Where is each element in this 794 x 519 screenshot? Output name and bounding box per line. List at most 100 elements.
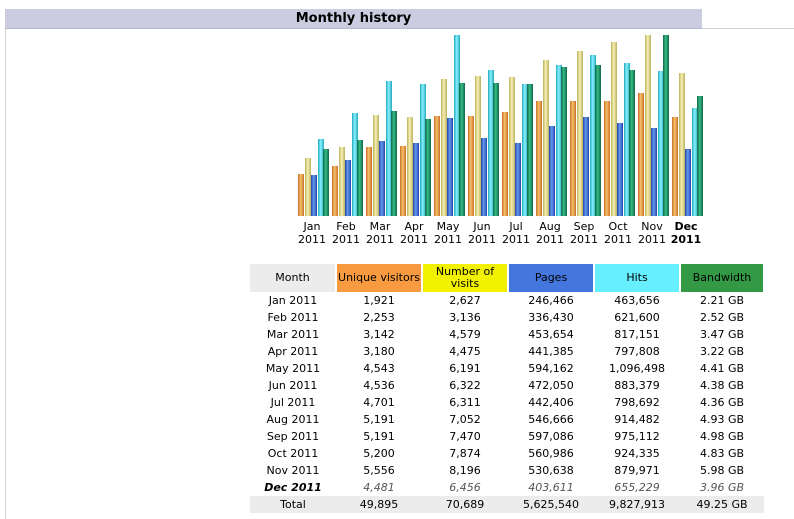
bar-number-of-visits-apr xyxy=(407,117,413,216)
cell-unique-visitors: 1,921 xyxy=(363,294,395,307)
cell-unique-visitors: 4,543 xyxy=(363,362,395,375)
cell-unique-visitors: 5,191 xyxy=(363,430,395,443)
cell-bandwidth: 4.98 GB xyxy=(699,430,745,443)
cell-pages: 472,050 xyxy=(528,379,574,392)
bar-hits-sep xyxy=(590,55,596,216)
bar-number-of-visits-oct xyxy=(611,42,617,216)
header-month: Month xyxy=(250,264,337,292)
cell-hits: 817,151 xyxy=(614,328,660,341)
month-name: Sep xyxy=(573,220,595,233)
bar-number-of-visits-feb xyxy=(339,147,345,216)
cell-visits: 6,311 xyxy=(449,396,481,409)
header-hits: Hits xyxy=(594,264,681,292)
bar-hits-nov xyxy=(658,71,664,216)
month-year: 2011 xyxy=(332,233,360,246)
bar-hits-dec xyxy=(692,108,698,216)
bar-bandwidth-nov xyxy=(663,35,669,216)
bar-unique-visitors-oct xyxy=(604,101,610,216)
cell-pages: 442,406 xyxy=(528,396,574,409)
cell-pages: 594,162 xyxy=(528,362,574,375)
bar-hits-oct xyxy=(624,63,630,216)
total-visits: 70,689 xyxy=(422,496,508,513)
cell-visits: 7,874 xyxy=(449,447,481,460)
bar-pages-nov xyxy=(651,128,657,216)
month-label-jun: Jun 2011 xyxy=(465,220,499,246)
table-row: Aug 2011 5,191 7,052 546,666 914,482 4.93 GB xyxy=(250,411,764,428)
bar-bandwidth-aug xyxy=(561,67,567,216)
bar-pages-sep xyxy=(583,117,589,216)
cell-month: Apr 2011 xyxy=(267,345,319,358)
bar-pages-jan xyxy=(311,175,317,216)
bar-pages-oct xyxy=(617,123,623,216)
month-label-nov: Nov 2011 xyxy=(635,220,669,246)
cell-month: Feb 2011 xyxy=(267,311,319,324)
bar-unique-visitors-dec xyxy=(672,117,678,216)
month-name: Jul xyxy=(509,220,523,233)
cell-pages: 560,986 xyxy=(528,447,574,460)
cell-hits: 797,808 xyxy=(614,345,660,358)
bar-unique-visitors-jan xyxy=(298,174,304,216)
cell-hits: 655,229 xyxy=(614,481,660,494)
cell-bandwidth: 2.52 GB xyxy=(699,311,745,324)
table-row: Feb 2011 2,253 3,136 336,430 621,600 2.52 GB xyxy=(250,309,764,326)
cell-hits: 798,692 xyxy=(614,396,660,409)
cell-bandwidth: 4.38 GB xyxy=(699,379,745,392)
month-name: Apr xyxy=(404,220,424,233)
cell-hits: 463,656 xyxy=(614,294,660,307)
cell-visits: 6,191 xyxy=(449,362,481,375)
cell-month: Mar 2011 xyxy=(266,328,320,341)
header-unique-visitors: Unique visitors xyxy=(336,264,423,292)
bar-number-of-visits-may xyxy=(441,79,447,216)
month-label-dec: Dec 2011 xyxy=(669,220,703,246)
cell-unique-visitors: 4,536 xyxy=(363,379,395,392)
cell-hits: 975,112 xyxy=(614,430,660,443)
cell-pages: 530,638 xyxy=(528,464,574,477)
bar-number-of-visits-jun xyxy=(475,76,481,216)
bar-hits-jun xyxy=(488,70,494,216)
cell-month: Jul 2011 xyxy=(270,396,316,409)
month-year: 2011 xyxy=(638,233,666,246)
bar-pages-jun xyxy=(481,138,487,216)
cell-month: Jan 2011 xyxy=(268,294,318,307)
bar-pages-dec xyxy=(685,149,691,216)
cell-hits: 914,482 xyxy=(614,413,660,426)
bar-number-of-visits-mar xyxy=(373,115,379,216)
cell-visits: 3,136 xyxy=(449,311,481,324)
table-row: Jun 2011 4,536 6,322 472,050 883,379 4.38 GB xyxy=(250,377,764,394)
cell-pages: 246,466 xyxy=(528,294,574,307)
bar-pages-mar xyxy=(379,141,385,216)
section-title: Monthly history xyxy=(5,9,702,29)
cell-hits: 1,096,498 xyxy=(609,362,665,375)
cell-visits: 2,627 xyxy=(449,294,481,307)
total-row: Total 49,895 70,689 5,625,540 9,827,913 49.25… xyxy=(250,496,764,513)
total-pages: 5,625,540 xyxy=(508,496,594,513)
cell-month: Nov 2011 xyxy=(266,464,320,477)
bar-unique-visitors-jun xyxy=(468,116,474,216)
cell-visits: 4,579 xyxy=(449,328,481,341)
month-year: 2011 xyxy=(468,233,496,246)
cell-pages: 403,611 xyxy=(528,481,574,494)
bar-unique-visitors-mar xyxy=(366,147,372,216)
bar-hits-may xyxy=(454,35,460,216)
table-header-row: Month Unique visitors Number of visits P… xyxy=(250,264,765,292)
bar-number-of-visits-dec xyxy=(679,73,685,216)
bar-bandwidth-apr xyxy=(425,119,431,216)
bar-bandwidth-feb xyxy=(357,140,363,216)
bar-hits-jul xyxy=(522,84,528,216)
cell-unique-visitors: 5,556 xyxy=(363,464,395,477)
month-name: May xyxy=(436,220,460,233)
bar-bandwidth-dec xyxy=(697,96,703,216)
cell-hits: 883,379 xyxy=(614,379,660,392)
cell-unique-visitors: 5,200 xyxy=(363,447,395,460)
month-year: 2011 xyxy=(604,233,632,246)
cell-bandwidth: 3.96 GB xyxy=(699,481,745,494)
cell-unique-visitors: 3,180 xyxy=(363,345,395,358)
table-row: Jan 2011 1,921 2,627 246,466 463,656 2.21 GB xyxy=(250,292,764,309)
month-name: Feb xyxy=(336,220,356,233)
bar-hits-feb xyxy=(352,113,358,216)
bar-unique-visitors-apr xyxy=(400,146,406,216)
cell-pages: 597,086 xyxy=(528,430,574,443)
cell-bandwidth: 3.47 GB xyxy=(699,328,745,341)
bar-hits-jan xyxy=(318,139,324,216)
month-label-may: May 2011 xyxy=(431,220,465,246)
